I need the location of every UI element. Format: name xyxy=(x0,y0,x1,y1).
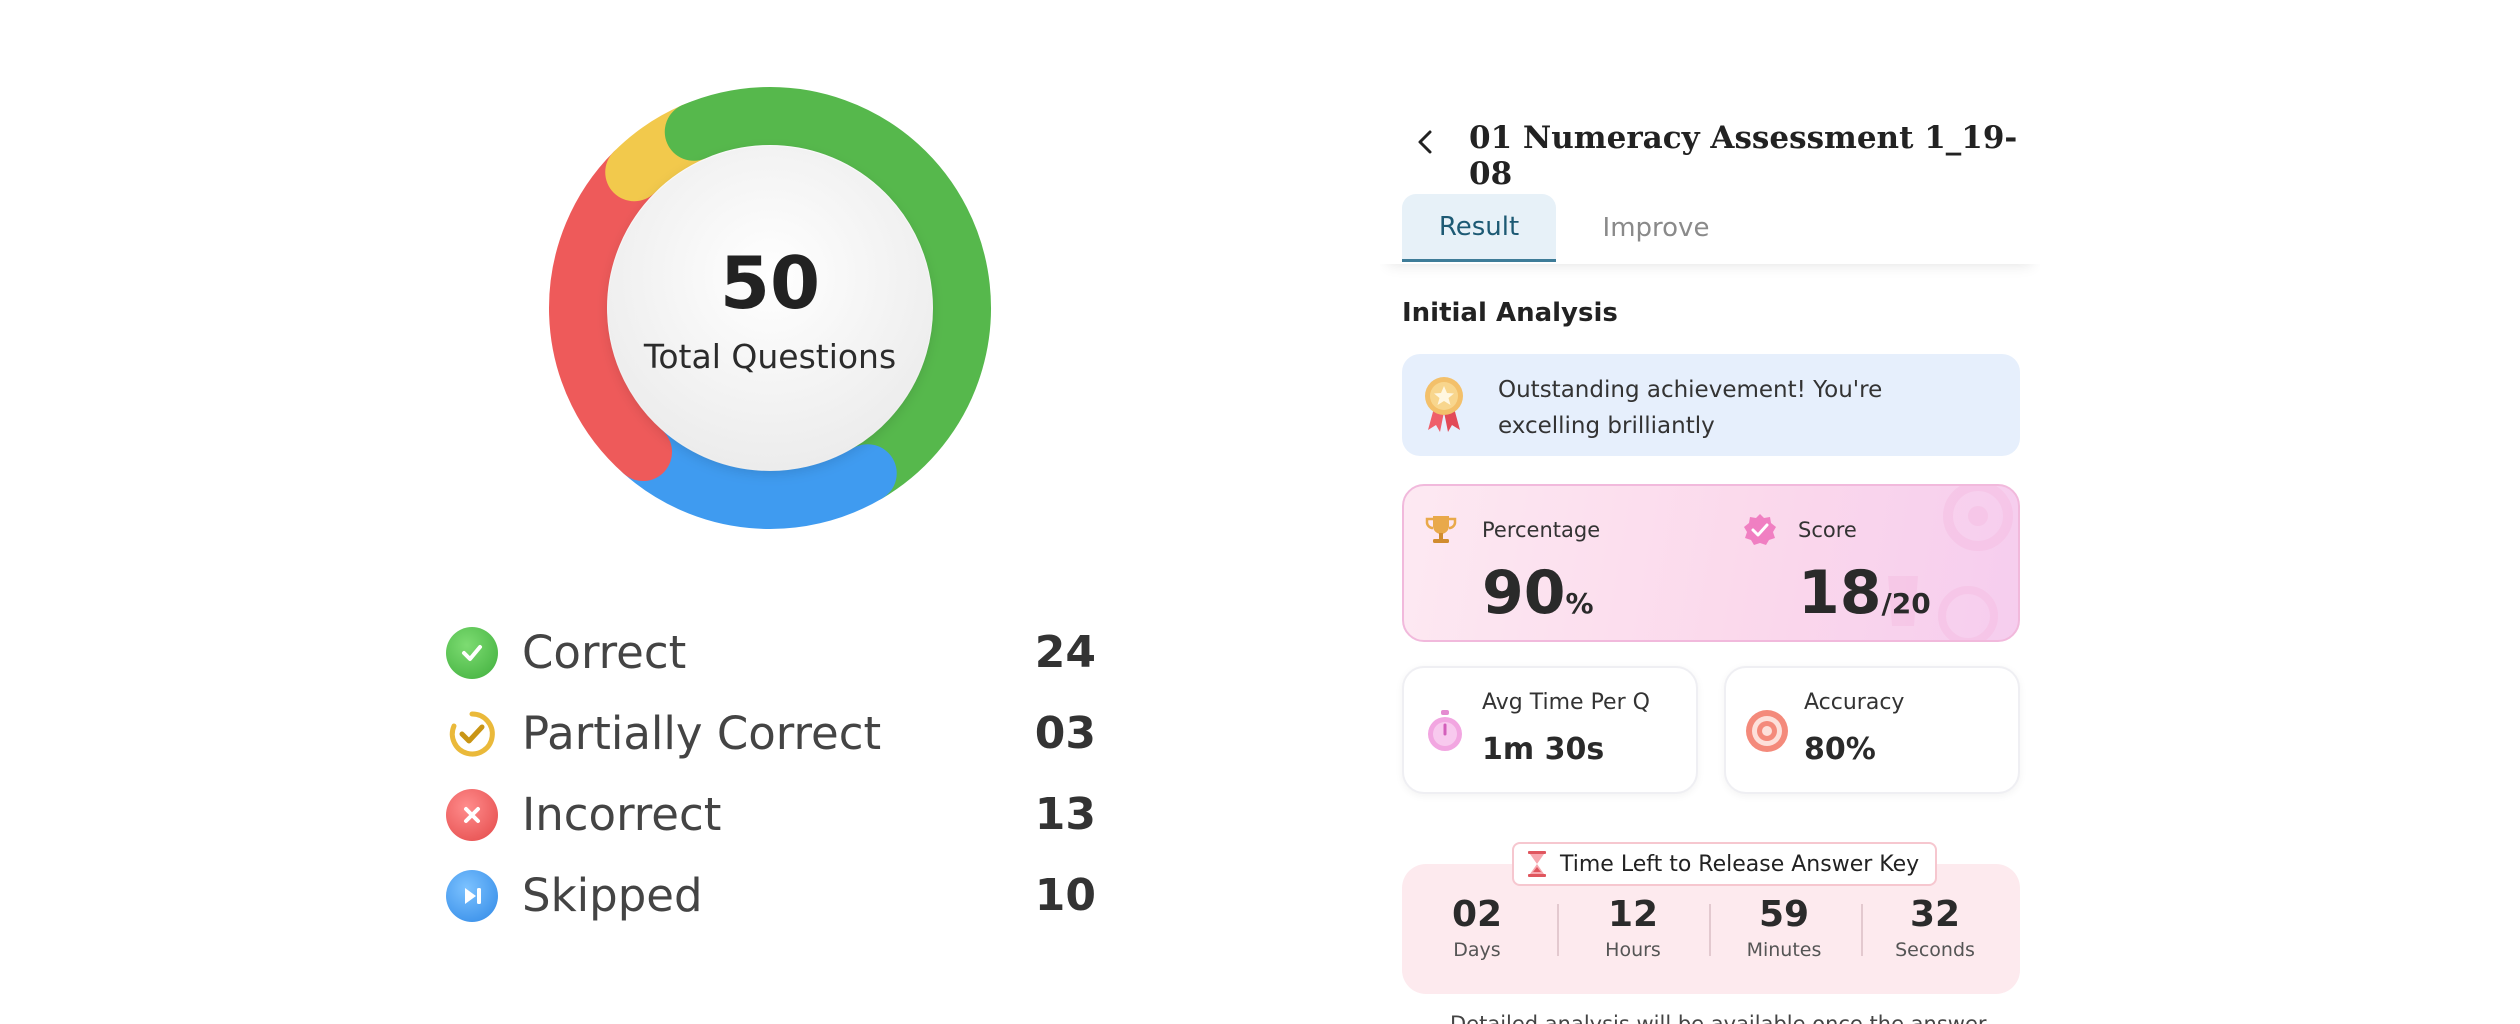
countdown-value: 02 xyxy=(1451,894,1503,935)
countdown-unit-label: Days xyxy=(1453,939,1501,961)
countdown-divider xyxy=(1709,904,1711,956)
donut-chart: 50 Total Questions xyxy=(549,87,991,529)
x-circle-icon xyxy=(446,788,498,841)
score-label: Score xyxy=(1798,518,1857,542)
legend-value: 24 xyxy=(1034,627,1096,678)
donut-center xyxy=(608,146,932,470)
trophy-icon xyxy=(1425,516,1457,543)
tab-result[interactable]: Result xyxy=(1402,194,1556,262)
avg-time-value: 1m 30s xyxy=(1482,732,1605,767)
score-value: 18/20 xyxy=(1798,558,1931,628)
countdown-unit-label: Minutes xyxy=(1746,939,1822,961)
score-card: Percentage 90% Score 18/20 xyxy=(1402,484,2020,642)
results-legend: Correct 24 Partially Correct 03 Incorrec… xyxy=(446,612,1096,936)
total-questions-value: 50 xyxy=(720,241,820,325)
header: 01 Numeracy Assessment 1_19-08 Result Im… xyxy=(1380,92,2040,264)
countdown-seconds: 32 Seconds xyxy=(1860,894,2010,961)
partial-check-icon xyxy=(446,708,498,760)
avg-time-card: Avg Time Per Q 1m 30s xyxy=(1402,666,1698,794)
footnote: Detailed analysis will be available once… xyxy=(1450,1012,1987,1024)
legend-label: Incorrect xyxy=(522,788,722,841)
countdown-unit-label: Hours xyxy=(1605,939,1661,961)
donut-segment-skipped xyxy=(614,423,897,529)
legend-label: Skipped xyxy=(522,869,703,922)
legend-label: Partially Correct xyxy=(522,707,882,760)
score-total: /20 xyxy=(1881,587,1931,620)
legend-item-correct: Correct 24 xyxy=(446,612,1096,693)
legend-label: Correct xyxy=(522,626,687,679)
accuracy-label: Accuracy xyxy=(1804,690,1905,715)
avg-time-label: Avg Time Per Q xyxy=(1482,690,1650,715)
decorative-gear-icon xyxy=(1888,486,2013,640)
countdown-title-badge: Time Left to Release Answer Key xyxy=(1512,842,1938,886)
score-number: 18 xyxy=(1798,558,1882,628)
total-questions-label: Total Questions xyxy=(643,337,896,376)
percentage-unit: % xyxy=(1565,587,1594,620)
countdown-value: 59 xyxy=(1758,894,1810,935)
countdown-minutes: 59 Minutes xyxy=(1709,894,1859,961)
accuracy-value: 80% xyxy=(1804,732,1876,767)
skip-forward-icon xyxy=(446,869,498,922)
legend-item-incorrect: Incorrect 13 xyxy=(446,774,1096,855)
legend-value: 03 xyxy=(1034,708,1096,759)
countdown-unit-label: Seconds xyxy=(1895,939,1975,961)
percentage-number: 90 xyxy=(1482,558,1566,628)
achievement-text: Outstanding achievement! You're excellin… xyxy=(1498,377,1883,439)
check-circle-icon xyxy=(446,626,498,679)
answer-key-countdown: Time Left to Release Answer Key 02 Days … xyxy=(1402,842,2020,994)
chevron-left-icon[interactable] xyxy=(1406,122,1446,162)
legend-value: 13 xyxy=(1034,789,1096,840)
countdown-divider xyxy=(1557,904,1559,956)
countdown-hours: 12 Hours xyxy=(1558,894,1708,961)
result-screen: 01 Numeracy Assessment 1_19-08 Result Im… xyxy=(1380,92,2040,1024)
hourglass-icon xyxy=(1528,851,1546,877)
countdown-value: 32 xyxy=(1909,894,1961,935)
legend-item-skipped: Skipped 10 xyxy=(446,855,1096,936)
legend-item-partially-correct: Partially Correct 03 xyxy=(446,693,1096,774)
page-title: 01 Numeracy Assessment 1_19-08 xyxy=(1469,120,2018,192)
percentage-value: 90% xyxy=(1482,558,1594,628)
stopwatch-icon xyxy=(1428,710,1462,751)
countdown-divider xyxy=(1861,904,1863,956)
target-icon xyxy=(1746,710,1788,752)
legend-value: 10 xyxy=(1034,870,1096,921)
percentage-label: Percentage xyxy=(1482,518,1601,542)
tab-improve[interactable]: Improve xyxy=(1602,213,1710,243)
donut-segment-incorrect xyxy=(549,143,673,482)
donut-segment-correct xyxy=(664,87,991,503)
countdown-days: 02 Days xyxy=(1402,894,1552,961)
accuracy-card: Accuracy 80% xyxy=(1724,666,2020,794)
badge-check-icon xyxy=(1744,514,1776,545)
countdown-value: 12 xyxy=(1607,894,1659,935)
section-title: Initial Analysis xyxy=(1402,298,1618,328)
achievement-banner: Outstanding achievement! You're excellin… xyxy=(1402,354,2020,456)
medal-icon xyxy=(1425,377,1463,432)
countdown-title: Time Left to Release Answer Key xyxy=(1560,851,1920,877)
donut-segment-cap xyxy=(664,101,727,161)
